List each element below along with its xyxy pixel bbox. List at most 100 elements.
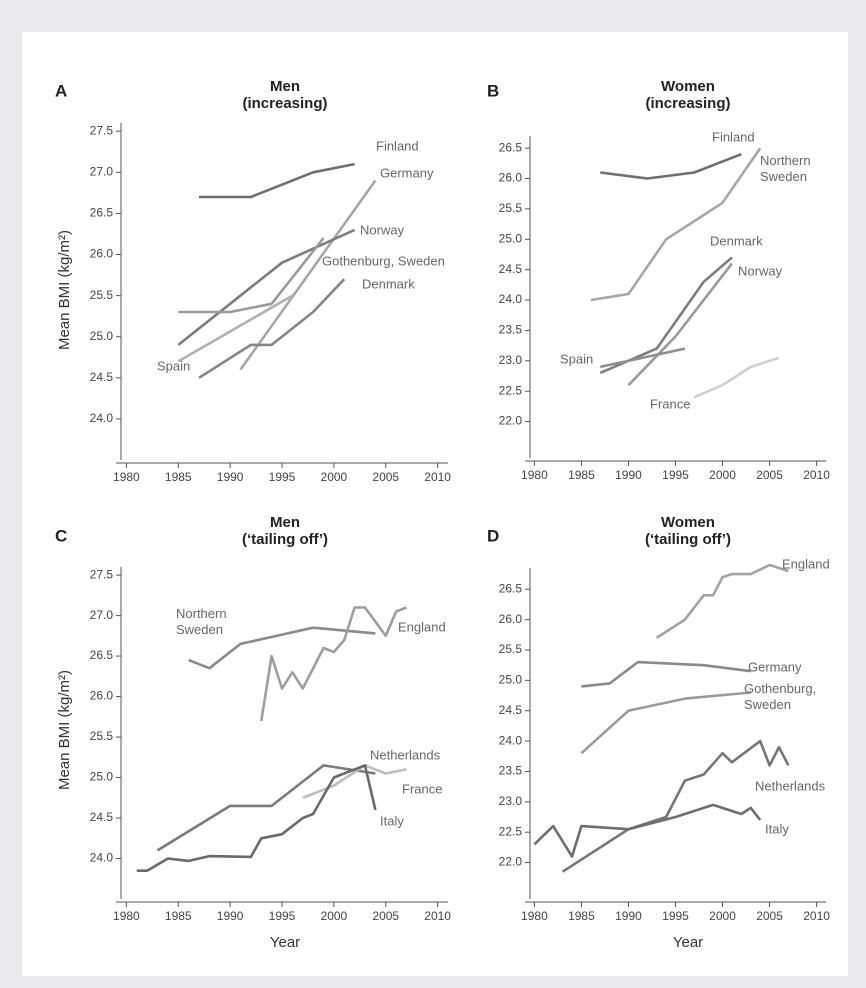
series-line bbox=[178, 237, 325, 314]
y-tick-label: 25.0 bbox=[90, 770, 114, 784]
x-tick-label: 1980 bbox=[521, 909, 548, 923]
x-tick-label: 2010 bbox=[424, 470, 451, 484]
series-label: Germany bbox=[380, 165, 434, 180]
series-label: Finland bbox=[376, 138, 419, 153]
x-tick-label: 2000 bbox=[709, 468, 736, 482]
series-line bbox=[533, 803, 762, 858]
y-tick-label: 25.5 bbox=[90, 729, 114, 743]
x-tick-label: 1990 bbox=[217, 909, 244, 923]
x-axis-label: Year bbox=[673, 934, 703, 951]
y-tick-label: 24.0 bbox=[499, 292, 523, 306]
y-tick-label: 24.0 bbox=[499, 733, 523, 747]
y-tick-label: 23.0 bbox=[499, 794, 523, 808]
panel-subtitle: (increasing) bbox=[242, 95, 327, 112]
y-tick-label: 27.5 bbox=[90, 567, 114, 581]
series-label: Denmark bbox=[362, 276, 415, 291]
x-tick-label: 1995 bbox=[269, 909, 296, 923]
y-tick-label: 26.0 bbox=[90, 689, 114, 703]
panel-title: Men bbox=[270, 514, 300, 531]
series-label: Gothenburg, Sweden bbox=[322, 253, 445, 268]
series-label: France bbox=[402, 781, 442, 796]
series-label: Spain bbox=[560, 351, 593, 366]
y-tick-label: 22.0 bbox=[499, 855, 523, 869]
y-tick-label: 25.0 bbox=[499, 231, 523, 245]
series-label: Norway bbox=[738, 263, 783, 278]
y-tick-label: 24.5 bbox=[90, 370, 114, 384]
y-tick-label: 23.5 bbox=[499, 323, 523, 337]
y-tick-label: 25.0 bbox=[90, 329, 114, 343]
panel-background bbox=[22, 32, 848, 976]
x-tick-label: 2005 bbox=[372, 909, 399, 923]
x-tick-label: 1985 bbox=[568, 468, 595, 482]
series-label: Netherlands bbox=[755, 778, 826, 793]
x-tick-label: 2010 bbox=[424, 909, 451, 923]
series-line bbox=[199, 162, 355, 199]
y-tick-label: 22.5 bbox=[499, 383, 523, 397]
y-tick-label: 22.5 bbox=[499, 824, 523, 838]
y-tick-label: 24.0 bbox=[90, 411, 114, 425]
y-tick-label: 26.0 bbox=[499, 612, 523, 626]
series-label: Northern Sweden bbox=[760, 153, 814, 184]
series-line bbox=[188, 626, 376, 670]
x-tick-label: 1995 bbox=[662, 909, 689, 923]
panel-subtitle: (‘tailing off’) bbox=[242, 531, 328, 548]
series-line bbox=[580, 691, 751, 755]
y-tick-label: 22.0 bbox=[499, 414, 523, 428]
y-tick-label: 25.5 bbox=[90, 288, 114, 302]
y-tick-label: 25.5 bbox=[499, 201, 523, 215]
x-tick-label: 1990 bbox=[615, 909, 642, 923]
series-label: Norway bbox=[360, 222, 405, 237]
series-line bbox=[627, 262, 733, 387]
panel-title: Men bbox=[270, 78, 300, 95]
y-tick-label: 24.5 bbox=[90, 810, 114, 824]
x-tick-label: 1985 bbox=[568, 909, 595, 923]
y-tick-label: 24.0 bbox=[90, 851, 114, 865]
panel-letter: B bbox=[487, 81, 499, 100]
x-tick-label: 1980 bbox=[521, 468, 548, 482]
series-line bbox=[156, 764, 376, 852]
y-tick-label: 27.0 bbox=[90, 164, 114, 178]
x-tick-label: 1980 bbox=[113, 909, 140, 923]
x-tick-label: 2000 bbox=[709, 909, 736, 923]
y-axis-label: Mean BMI (kg/m²) bbox=[56, 230, 73, 350]
x-tick-label: 1995 bbox=[269, 470, 296, 484]
panel-subtitle: (increasing) bbox=[645, 95, 730, 112]
y-tick-label: 24.5 bbox=[499, 703, 523, 717]
y-tick-label: 23.0 bbox=[499, 353, 523, 367]
series-line bbox=[136, 764, 377, 872]
series-line bbox=[600, 152, 742, 180]
series-label: Italy bbox=[765, 821, 789, 836]
series-label: England bbox=[398, 619, 446, 634]
y-tick-label: 25.5 bbox=[499, 642, 523, 656]
x-tick-label: 1990 bbox=[615, 468, 642, 482]
x-tick-label: 2005 bbox=[372, 470, 399, 484]
series-label: France bbox=[650, 396, 690, 411]
series-line bbox=[600, 347, 686, 369]
series-label: Finland bbox=[712, 129, 755, 144]
series-label: England bbox=[782, 556, 830, 571]
series-label: Spain bbox=[157, 358, 190, 373]
panel-subtitle: (‘tailing off’) bbox=[645, 531, 731, 548]
y-tick-label: 25.0 bbox=[499, 673, 523, 687]
series-line bbox=[198, 278, 346, 379]
y-tick-label: 26.5 bbox=[499, 581, 523, 595]
series-label: Northern Sweden bbox=[176, 606, 230, 637]
y-tick-label: 26.5 bbox=[90, 206, 114, 220]
panel-title: Women bbox=[661, 514, 715, 531]
x-tick-label: 2000 bbox=[321, 909, 348, 923]
series-line bbox=[239, 179, 377, 371]
x-tick-label: 1980 bbox=[113, 470, 140, 484]
panel-title: Women bbox=[661, 78, 715, 95]
panel-letter: C bbox=[55, 526, 67, 545]
series-label: Netherlands bbox=[370, 747, 441, 762]
x-tick-label: 2010 bbox=[803, 909, 830, 923]
y-axis-label: Mean BMI (kg/m²) bbox=[56, 670, 73, 790]
series-label: Germany bbox=[748, 659, 802, 674]
y-tick-label: 27.5 bbox=[90, 123, 114, 137]
y-tick-label: 26.5 bbox=[90, 648, 114, 662]
x-tick-label: 2000 bbox=[321, 470, 348, 484]
series-label: Gothenburg, Sweden bbox=[744, 681, 820, 712]
x-tick-label: 1985 bbox=[165, 470, 192, 484]
y-tick-label: 26.0 bbox=[499, 171, 523, 185]
